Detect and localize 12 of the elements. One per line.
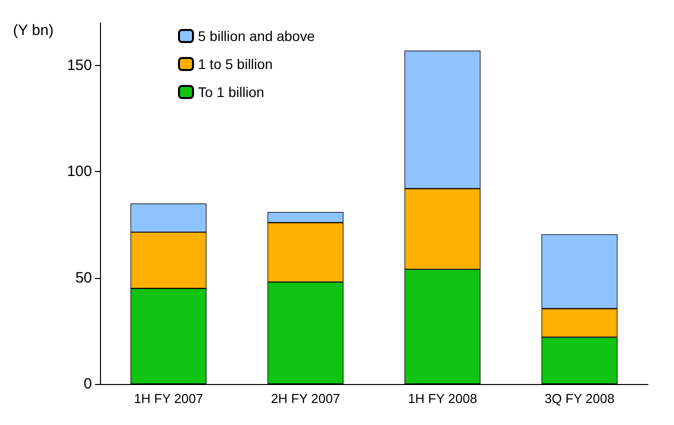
x-tick-label: 3Q FY 2008 <box>544 391 614 406</box>
x-tick-label: 2H FY 2007 <box>270 391 340 406</box>
legend-label: 5 billion and above <box>198 28 315 44</box>
legend-label: To 1 billion <box>198 84 264 100</box>
x-tick-label: 1H FY 2008 <box>408 391 478 406</box>
y-tick-label: 100 <box>66 163 92 180</box>
y-axis-title: (Y bn) <box>13 22 54 39</box>
y-tick-label: 150 <box>66 56 92 74</box>
y-tick-label: 0 <box>84 376 92 392</box>
y-tick-label: 50 <box>75 269 92 286</box>
x-tick-label: 1H FY 2007 <box>134 391 204 406</box>
legend-label: 1 to 5 billion <box>198 56 273 72</box>
